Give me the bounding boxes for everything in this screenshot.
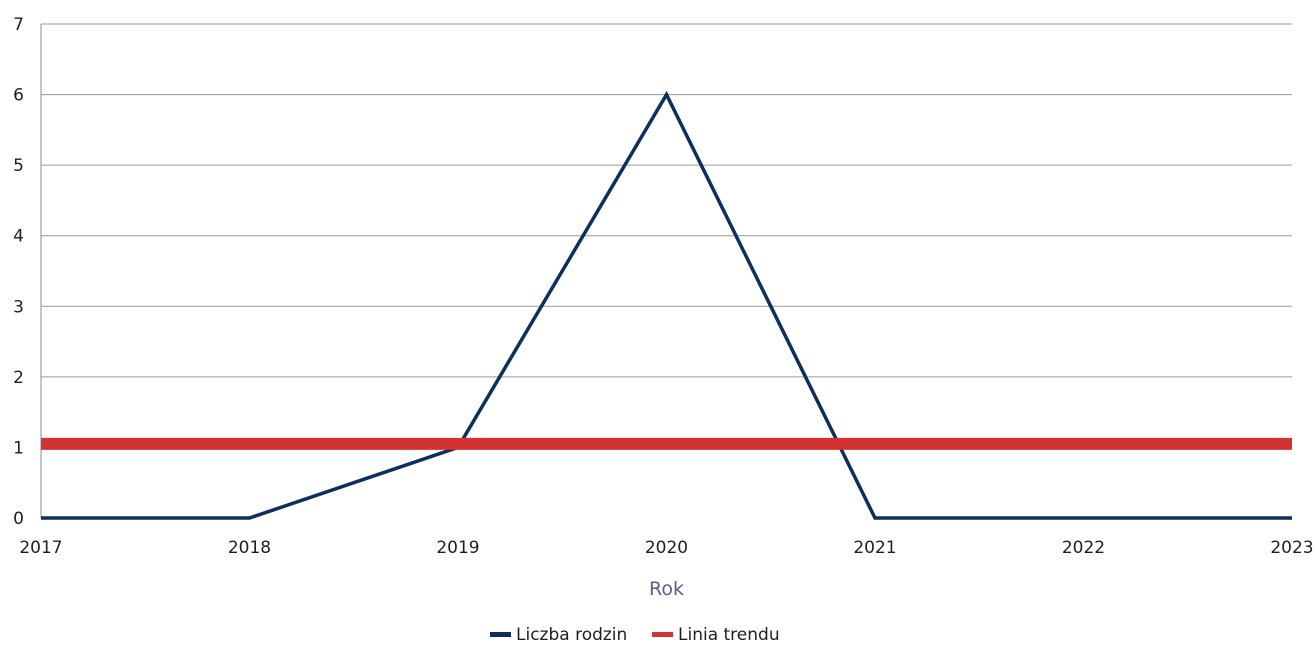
grid-lines xyxy=(41,23,1292,448)
series-lines xyxy=(41,90,1292,520)
x-tick-labels: 2017 2018 2019 2020 2021 2022 2023 xyxy=(19,538,1313,558)
y-tick-labels: 0 1 2 3 4 5 6 7 xyxy=(13,15,24,529)
y-tick-label-3: 3 xyxy=(13,297,24,317)
x-tick-label-2017: 2017 xyxy=(19,538,62,558)
y-tick-label-1: 1 xyxy=(13,438,24,458)
legend-swatch-1 xyxy=(490,632,511,637)
x-tick-label-2022: 2022 xyxy=(1062,538,1105,558)
x-tick-label-2018: 2018 xyxy=(228,538,271,558)
legend-label-2: Linia trendu xyxy=(678,625,780,645)
y-tick-label-6: 6 xyxy=(13,86,24,106)
y-tick-label-0: 0 xyxy=(13,509,24,529)
y-tick-label-4: 4 xyxy=(13,227,24,247)
x-tick-label-2020: 2020 xyxy=(645,538,688,558)
x-tick-label-2019: 2019 xyxy=(436,538,479,558)
y-tick-label-2: 2 xyxy=(13,368,24,388)
y-tick-label-7: 7 xyxy=(13,15,24,35)
x-axis-title: Rok xyxy=(649,578,684,600)
series-line-families xyxy=(41,90,1292,520)
legend-swatch-2 xyxy=(652,632,673,637)
y-tick-label-5: 5 xyxy=(13,156,24,176)
x-tick-label-2021: 2021 xyxy=(853,538,896,558)
legend-label-1: Liczba rodzin xyxy=(516,625,627,645)
x-tick-label-2023: 2023 xyxy=(1270,538,1313,558)
legend: Liczba rodzin Linia trendu xyxy=(490,625,780,645)
